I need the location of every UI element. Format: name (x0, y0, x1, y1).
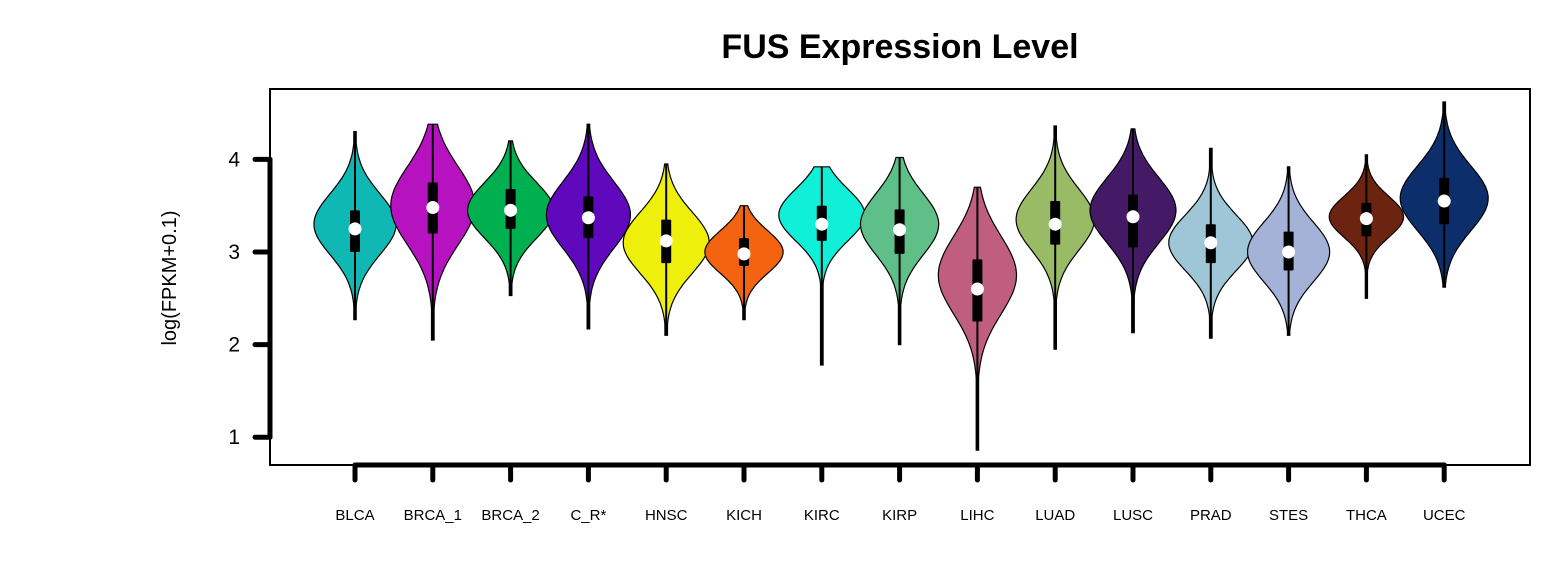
violin-lihc (937, 186, 1018, 451)
x-tick-label: LUAD (1035, 507, 1075, 524)
x-tick-label: BRCA_2 (481, 507, 539, 524)
x-tick-label: BLCA (335, 507, 374, 524)
violin-median-dot (737, 247, 751, 261)
violin-median-dot (1126, 210, 1140, 224)
violin-stes (1247, 166, 1331, 336)
violin-median-dot (1048, 217, 1062, 231)
x-tick-label: HNSC (645, 507, 688, 524)
x-tick-label: STES (1269, 507, 1308, 524)
x-tick-label: LIHC (960, 507, 994, 524)
y-axis-label: log(FPKM+0.1) (159, 210, 181, 345)
x-tick-label: LUSC (1113, 507, 1153, 524)
violin-thca (1328, 154, 1405, 299)
x-tick-label: THCA (1346, 507, 1387, 524)
x-tick-label: PRAD (1190, 507, 1232, 524)
y-tick-label: 2 (228, 334, 240, 357)
violin-median-dot (1437, 194, 1451, 208)
x-tick-label: KIRC (804, 507, 840, 524)
y-tick-label: 4 (228, 148, 240, 171)
violin-brca-2 (467, 140, 555, 297)
violin-median-dot (581, 211, 595, 225)
x-tick-label: KIRP (882, 507, 917, 524)
violin-prad (1168, 147, 1254, 339)
y-tick-label: 1 (228, 426, 240, 449)
violin-median-dot (504, 203, 518, 217)
y-axis: 1 2 3 4 (228, 148, 273, 449)
x-tick-label: C_R* (570, 507, 606, 524)
violin-median-dot (893, 223, 907, 237)
violin-kich (704, 205, 784, 321)
violin-c-r- (545, 123, 632, 330)
violin-brca-1 (390, 123, 476, 341)
x-tick-label: KICH (726, 507, 762, 524)
violin-blca (313, 131, 397, 321)
violin-median-dot (426, 201, 440, 215)
violin-luad (1015, 125, 1095, 350)
violin-kirc (778, 166, 866, 366)
x-tick-label: BRCA_1 (404, 507, 462, 524)
violin-group (313, 101, 1489, 451)
violin-hnsc (622, 163, 710, 336)
violin-lusc (1089, 128, 1177, 334)
violin-median-dot (970, 282, 984, 296)
violin-median-dot (1204, 236, 1218, 250)
violin-median-dot (1359, 212, 1373, 226)
violin-median-dot (348, 222, 362, 236)
violin-median-dot (815, 217, 829, 231)
chart-title: FUS Expression Level (721, 28, 1078, 66)
x-axis: BLCA BRCA_1 BRCA_2 C_R* HNSC KICH KIRC KIRP LIHC… (335, 462, 1466, 524)
violin-median-dot (659, 234, 673, 248)
x-tick-label: UCEC (1423, 507, 1466, 524)
violin-median-dot (1282, 245, 1296, 259)
violin-ucec (1399, 101, 1489, 288)
violin-kirp (859, 156, 940, 346)
y-tick-label: 3 (228, 241, 240, 264)
